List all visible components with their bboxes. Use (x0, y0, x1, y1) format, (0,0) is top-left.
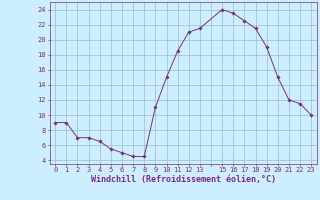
X-axis label: Windchill (Refroidissement éolien,°C): Windchill (Refroidissement éolien,°C) (91, 175, 276, 184)
